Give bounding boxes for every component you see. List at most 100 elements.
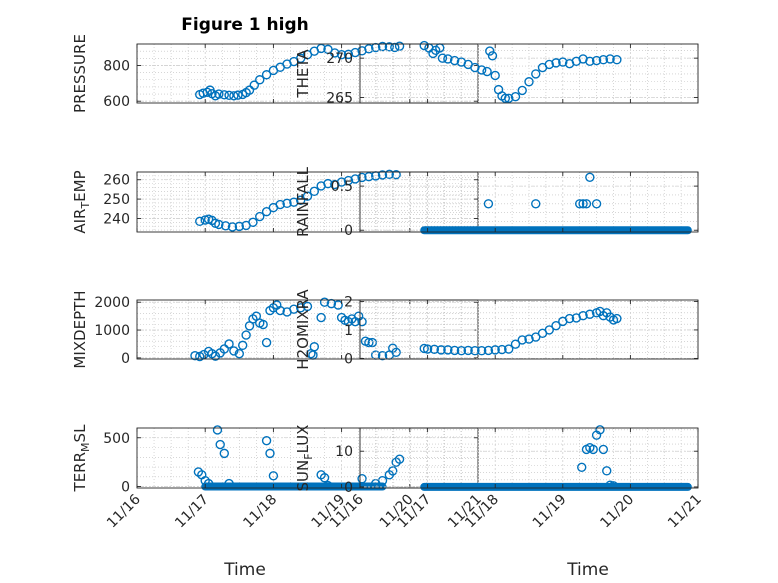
y-axis-label-part: PRESSURE [71,34,89,113]
y-axis-label-part: SUN [294,460,312,492]
data-point [229,346,239,356]
data-point [364,44,374,54]
data-point [602,466,612,476]
data-point [364,171,374,182]
axes-box [359,171,699,233]
data-point [255,211,265,222]
data-point [391,347,401,358]
y-tick-label: 0 [344,480,353,496]
data-point [388,466,398,476]
y-axis-label-part: LUX [294,425,312,454]
data-point [612,55,622,65]
data-point [429,344,440,355]
axes-air_temp: 240 250 260 AIRTEMP [71,169,479,234]
data-point [591,199,602,209]
data-point [487,51,498,61]
axes-box [136,299,479,360]
y-axis-label-part: AIR [71,209,89,234]
data-point [261,435,272,446]
data-point [504,93,514,103]
data-point [577,462,587,472]
data-point [558,57,568,67]
data-point [456,346,467,356]
data-point [437,53,448,63]
x-tick-label: 11/18 [240,492,280,532]
y-tick-label: 265 [326,90,353,106]
data-point [350,174,360,184]
y-axis-label: TERRMSL [71,424,92,493]
y-tick-label: 250 [103,192,130,208]
data-point [443,54,453,64]
data-point [585,56,595,67]
data-point [588,444,598,455]
y-tick-label: 0 [121,480,130,496]
data-point [377,41,388,52]
y-tick-label: 240 [103,211,130,227]
data-point [227,222,238,232]
data-point [581,199,592,209]
data-point [214,219,224,230]
data-point [268,471,279,481]
data-point [282,198,292,209]
data-point [220,221,231,231]
data-point [323,178,333,189]
data-point [219,344,229,354]
y-axis-label: SUNFLUX [294,425,315,492]
y-axis-label-part: EMP [71,170,89,201]
data-point [377,170,388,180]
data-point [233,90,243,100]
data-point [357,46,367,56]
x-tick-label: 11/20 [597,492,637,532]
data-point [323,480,333,491]
data-point [482,66,492,77]
y-tick-label: 2 [344,294,353,310]
data-point [463,345,473,356]
data-point [357,317,367,327]
data-point [551,58,561,68]
data-point [241,330,251,340]
data-point [390,42,400,53]
data-point [309,186,320,197]
axes-box [359,43,699,104]
y-axis-label: THETA [294,49,312,99]
data-point [367,337,377,348]
y-tick-label: 1000 [94,323,130,339]
data-point [319,473,330,483]
y-tick-label: 2000 [94,295,130,311]
y-axis-label-part: H2OMIXRA [294,289,312,370]
x-tick-label: 11/21 [665,492,705,532]
data-point [476,346,487,356]
data-point [531,69,541,79]
data-point [612,313,622,324]
data-point [510,92,521,102]
y-tick-label: 0 [344,223,353,239]
data-point [517,335,527,345]
data-point [357,474,367,484]
data-point [598,444,609,455]
data-point [202,87,212,97]
data-point [578,310,588,321]
y-tick-label: 260 [103,173,130,189]
data-point [377,475,388,486]
x-axis-label-left: Time [223,560,266,580]
data-point [249,80,260,90]
data-point [377,350,388,361]
x-tick-label: 11/17 [172,492,212,532]
data-point [219,448,229,459]
data-point [483,199,494,209]
y-tick-label: 270 [326,51,353,67]
y-axis-label: RAINFALL [294,166,312,237]
data-point [578,199,588,209]
y-tick-label: 1 [344,323,353,339]
data-point [436,345,446,355]
y-axis-label-part: RAINFALL [294,166,312,237]
data-point [449,55,460,66]
y-axis-label-part: MIXDEPTH [71,290,89,368]
data-point [524,77,534,87]
data-point [364,337,374,348]
data-point [419,40,429,51]
data-point [497,344,507,355]
